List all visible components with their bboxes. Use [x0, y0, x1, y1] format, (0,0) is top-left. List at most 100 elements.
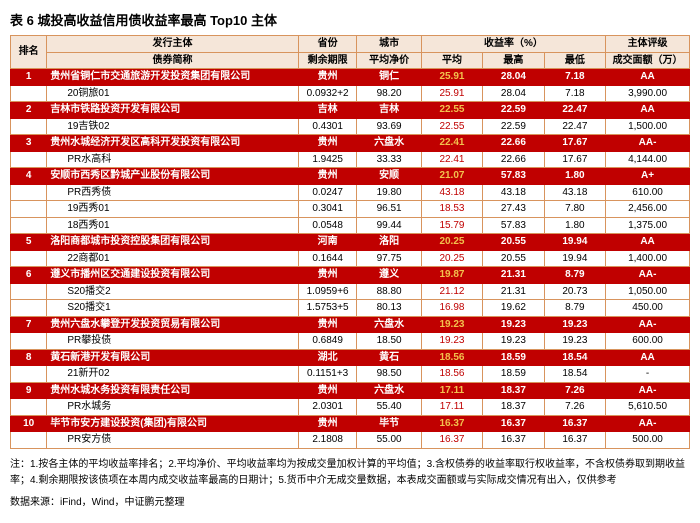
- bond-name: PR安方债: [47, 432, 298, 449]
- province: 河南: [298, 234, 357, 251]
- avg-yield: 16.37: [421, 415, 482, 432]
- avg-yield: 21.07: [421, 168, 482, 185]
- issuer-name: 安顺市西秀区黔城产业股份有限公司: [47, 168, 298, 185]
- min-yield: 7.26: [544, 399, 605, 416]
- avg-yield: 22.55: [421, 118, 482, 135]
- h-min: 最低: [544, 52, 605, 69]
- rank-empty: [11, 201, 47, 218]
- table-body: 1贵州省铜仁市交通旅游开发投资集团有限公司贵州铜仁25.9128.047.18A…: [11, 69, 690, 449]
- min-yield: 18.54: [544, 366, 605, 383]
- city: 吉林: [357, 102, 421, 119]
- province: 贵州: [298, 382, 357, 399]
- bond-name: PR攀投债: [47, 333, 298, 350]
- rating: AA: [606, 234, 690, 251]
- bond-name: 19吉铁02: [47, 118, 298, 135]
- volume: 1,375.00: [606, 217, 690, 234]
- rating: AA-: [606, 316, 690, 333]
- volume: 600.00: [606, 333, 690, 350]
- avg-price: 55.00: [357, 432, 421, 449]
- avg-price: 80.13: [357, 300, 421, 317]
- bond-name: PR水城务: [47, 399, 298, 416]
- issuer-row: 4安顺市西秀区黔城产业股份有限公司贵州安顺21.0757.831.80A+: [11, 168, 690, 185]
- min-yield: 20.73: [544, 283, 605, 300]
- avg-price: 96.51: [357, 201, 421, 218]
- table-header: 排名 发行主体 省份 城市 收益率（%） 主体评级 债券简称 剩余期限 平均净价…: [11, 36, 690, 69]
- volume: 5,610.50: [606, 399, 690, 416]
- min-yield: 7.18: [544, 69, 605, 86]
- rank: 6: [11, 267, 47, 284]
- remain: 0.4301: [298, 118, 357, 135]
- top10-table: 排名 发行主体 省份 城市 收益率（%） 主体评级 债券简称 剩余期限 平均净价…: [10, 35, 690, 449]
- issuer-name: 贵州省铜仁市交通旅游开发投资集团有限公司: [47, 69, 298, 86]
- avg-yield: 16.98: [421, 300, 482, 317]
- min-yield: 7.18: [544, 85, 605, 102]
- avg-price: 33.33: [357, 151, 421, 168]
- min-yield: 7.26: [544, 382, 605, 399]
- h-rank: 排名: [11, 36, 47, 69]
- issuer-row: 8黄石新港开发有限公司湖北黄石18.5618.5918.54AA: [11, 349, 690, 366]
- min-yield: 16.37: [544, 432, 605, 449]
- max-yield: 16.37: [483, 432, 544, 449]
- avg-yield: 25.91: [421, 69, 482, 86]
- rank: 3: [11, 135, 47, 152]
- max-yield: 18.59: [483, 349, 544, 366]
- max-yield: 43.18: [483, 184, 544, 201]
- h-city: 城市: [357, 36, 421, 53]
- remain: 0.6849: [298, 333, 357, 350]
- rating: AA: [606, 69, 690, 86]
- rating: AA-: [606, 415, 690, 432]
- avg-yield: 15.79: [421, 217, 482, 234]
- rank-empty: [11, 217, 47, 234]
- rating: AA-: [606, 135, 690, 152]
- province: 贵州: [298, 135, 357, 152]
- issuer-row: 10毕节市安方建设投资(集团)有限公司贵州毕节16.3716.3716.37AA…: [11, 415, 690, 432]
- rank: 1: [11, 69, 47, 86]
- bond-row: PR西秀债0.024719.8043.1843.1843.18610.00: [11, 184, 690, 201]
- bond-row: PR水高科1.942533.3322.4122.6617.674,144.00: [11, 151, 690, 168]
- bond-name: 19西秀01: [47, 201, 298, 218]
- remain: 0.1151+3: [298, 366, 357, 383]
- bond-name: S20播交1: [47, 300, 298, 317]
- max-yield: 22.59: [483, 118, 544, 135]
- bond-row: PR水城务2.030155.4017.1118.377.265,610.50: [11, 399, 690, 416]
- table-title: 表 6 城投高收益信用债收益率最高 Top10 主体: [10, 10, 690, 29]
- remain: 0.1644: [298, 250, 357, 267]
- min-yield: 19.94: [544, 250, 605, 267]
- issuer-name: 洛阳商都城市投资控股集团有限公司: [47, 234, 298, 251]
- rank: 4: [11, 168, 47, 185]
- city: 毕节: [357, 415, 421, 432]
- issuer-row: 9贵州水城水务投资有限责任公司贵州六盘水17.1118.377.26AA-: [11, 382, 690, 399]
- h-bond: 债券简称: [47, 52, 298, 69]
- min-yield: 19.23: [544, 316, 605, 333]
- rating: AA-: [606, 267, 690, 284]
- avg-yield: 19.23: [421, 333, 482, 350]
- volume: 1,400.00: [606, 250, 690, 267]
- remain: 2.0301: [298, 399, 357, 416]
- avg-yield: 19.87: [421, 267, 482, 284]
- remain: 0.3041: [298, 201, 357, 218]
- max-yield: 21.31: [483, 267, 544, 284]
- avg-yield: 16.37: [421, 432, 482, 449]
- bond-row: S20播交21.0959+688.8021.1221.3120.731,050.…: [11, 283, 690, 300]
- h-vol: 成交面额（万）: [606, 52, 690, 69]
- province: 吉林: [298, 102, 357, 119]
- province: 贵州: [298, 415, 357, 432]
- h-yield: 收益率（%）: [421, 36, 605, 53]
- bond-row: 19吉铁020.430193.6922.5522.5922.471,500.00: [11, 118, 690, 135]
- issuer-name: 贵州水城经济开发区高科开发投资有限公司: [47, 135, 298, 152]
- remain: 0.0247: [298, 184, 357, 201]
- rank-empty: [11, 85, 47, 102]
- data-source: 数据来源：iFind，Wind，中证鹏元整理: [10, 493, 690, 508]
- min-yield: 16.37: [544, 415, 605, 432]
- h-avg: 平均: [421, 52, 482, 69]
- max-yield: 20.55: [483, 234, 544, 251]
- rank-empty: [11, 250, 47, 267]
- issuer-row: 5洛阳商都城市投资控股集团有限公司河南洛阳20.2520.5519.94AA: [11, 234, 690, 251]
- bond-name: 18西秀01: [47, 217, 298, 234]
- bond-name: 20铜旅01: [47, 85, 298, 102]
- province: 贵州: [298, 168, 357, 185]
- rating: AA: [606, 102, 690, 119]
- min-yield: 19.23: [544, 333, 605, 350]
- max-yield: 19.62: [483, 300, 544, 317]
- rank-empty: [11, 283, 47, 300]
